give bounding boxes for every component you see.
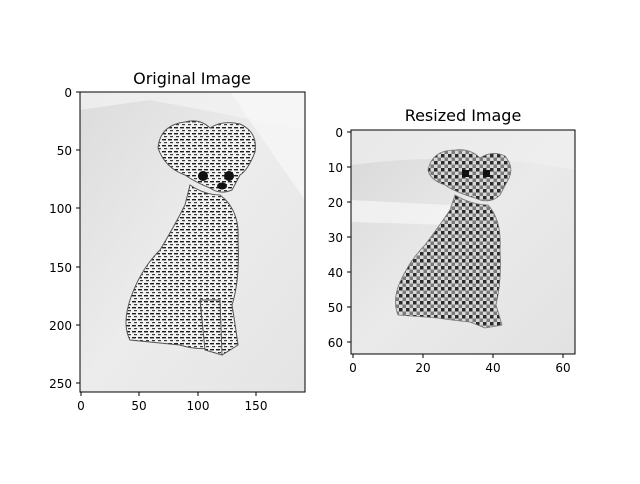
y-tick-label: 200: [49, 319, 72, 333]
resized-image-title: Resized Image: [405, 106, 522, 125]
resized-image-panel: Resized Image 0 10 20 30: [328, 106, 576, 375]
y-tick-label: 40: [328, 266, 343, 280]
x-tick-label: 0: [77, 399, 85, 413]
y-tick-label: 30: [328, 231, 343, 245]
x-tick-label: 40: [485, 361, 500, 375]
x-tick-label: 150: [245, 399, 268, 413]
original-image-axes: [79, 91, 306, 393]
y-tick-label: 50: [57, 144, 72, 158]
x-tick-label: 20: [415, 361, 430, 375]
original-x-axis: 0 50 100 150: [77, 392, 267, 413]
x-tick-label: 60: [555, 361, 570, 375]
y-tick-label: 20: [328, 196, 343, 210]
resized-image-axes: [350, 129, 576, 355]
x-tick-label: 50: [131, 399, 146, 413]
y-tick-label: 50: [328, 301, 343, 315]
resized-y-axis: 0 10 20 30 40 50 60: [328, 126, 351, 350]
y-tick-label: 250: [49, 377, 72, 391]
x-tick-label: 0: [349, 361, 357, 375]
resized-image: [351, 130, 575, 354]
original-image-panel: Original Image: [49, 69, 306, 413]
original-image: [80, 92, 305, 392]
y-tick-label: 150: [49, 261, 72, 275]
y-tick-label: 0: [64, 86, 72, 100]
original-y-axis: 0 50 100 150 200 250: [49, 86, 80, 391]
original-image-title: Original Image: [133, 69, 251, 88]
resized-x-axis: 0 20 40 60: [349, 354, 571, 375]
x-tick-label: 100: [187, 399, 210, 413]
y-tick-label: 0: [335, 126, 343, 140]
y-tick-label: 60: [328, 336, 343, 350]
y-tick-label: 10: [328, 161, 343, 175]
dog-figurine-pixelated: [395, 149, 512, 329]
y-tick-label: 100: [49, 202, 72, 216]
dog-figurine: [125, 120, 256, 356]
